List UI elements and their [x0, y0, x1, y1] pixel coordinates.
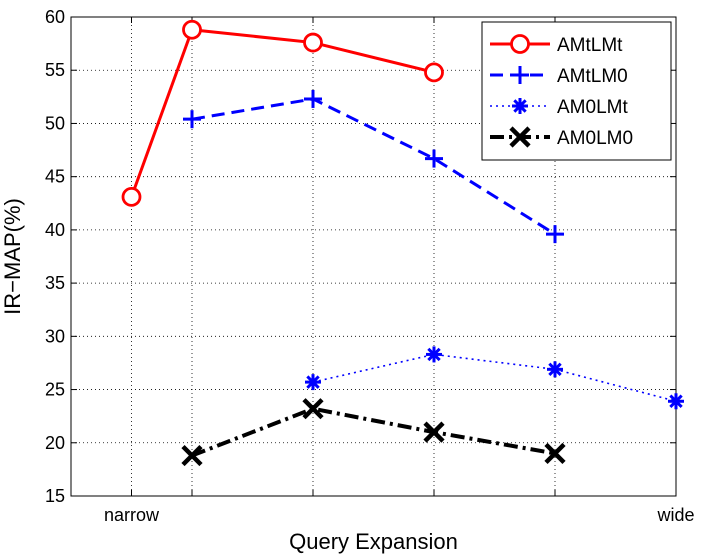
data-point	[512, 98, 528, 114]
x-tick-label: wide	[656, 505, 694, 525]
series-line	[130, 28, 435, 198]
legend-label: AM0LMt	[557, 97, 628, 118]
data-point	[511, 66, 529, 84]
data-point	[182, 19, 202, 40]
legend-label: AM0LM0	[557, 128, 633, 149]
y-tick-label: 45	[45, 167, 65, 187]
series-line	[191, 97, 556, 236]
data-point	[302, 398, 324, 420]
series-am0lm0	[181, 398, 566, 467]
legend-entry: AM0LMt	[490, 97, 628, 118]
grid-lines	[71, 17, 676, 496]
data-point	[303, 32, 323, 53]
y-tick-label: 25	[45, 380, 65, 400]
data-point	[425, 149, 443, 168]
data-point	[304, 89, 322, 108]
legend-label: AMtLMt	[557, 35, 623, 56]
y-tick-label: 35	[45, 273, 65, 293]
series-line	[191, 406, 556, 458]
data-point	[544, 442, 566, 465]
legend-label: AMtLM0	[557, 66, 628, 87]
series-am0lmt	[305, 346, 684, 410]
data-point	[181, 444, 203, 467]
y-tick-label: 15	[45, 486, 65, 506]
series-amtlmt	[121, 19, 444, 207]
data-point	[426, 346, 442, 363]
legend-entry: AM0LM0	[490, 126, 633, 149]
y-tick-label: 50	[45, 113, 65, 133]
axes: 15 20 25 30 35 40 45 50 55 60 narrow wide	[45, 7, 695, 525]
data-point	[121, 186, 142, 207]
plot-frame	[70, 16, 677, 497]
data-point	[183, 110, 201, 129]
data-point	[509, 126, 531, 148]
legend-entry: AMtLMt	[490, 34, 623, 56]
y-tick-label: 30	[45, 326, 65, 346]
y-tick-label: 60	[45, 7, 65, 27]
x-axis-label: Query Expansion	[289, 529, 458, 554]
y-tick-label: 20	[45, 433, 65, 453]
data-point	[423, 421, 445, 443]
x-tick-label: narrow	[104, 505, 160, 525]
legend-entry: AMtLM0	[490, 66, 628, 87]
data-point	[547, 361, 563, 378]
series-layer	[121, 19, 684, 467]
series-amtlm0	[183, 89, 564, 244]
data-point	[546, 225, 564, 244]
data-point	[510, 34, 530, 54]
data-point	[424, 62, 444, 83]
legend: AMtLMt AMtLM0 AM0LMt AM0LM0	[481, 21, 672, 161]
data-point	[305, 374, 321, 391]
y-axis-label: IR−MAP(%)	[0, 198, 25, 315]
y-tick-label: 40	[45, 220, 65, 240]
y-tick-label: 55	[45, 60, 65, 80]
data-point	[668, 393, 684, 410]
